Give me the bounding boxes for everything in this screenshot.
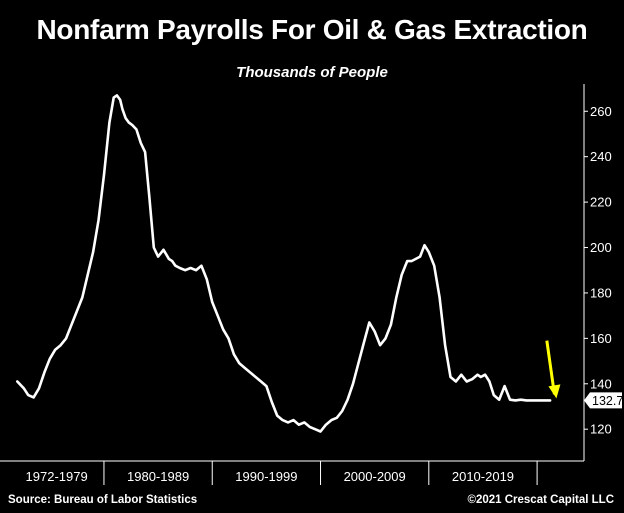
arrow-head-icon: [548, 384, 561, 399]
x-range-label: 2000-2009: [344, 469, 406, 484]
x-range-label: 1990-1999: [235, 469, 297, 484]
series-line: [16, 94, 552, 433]
y-tick-label: 160: [590, 331, 612, 346]
chart-axes: 120 140 160 180 200 220 240 260 1972-1979 1980-19…: [0, 84, 612, 485]
chart-title: Nonfarm Payrolls For Oil & Gas Extractio…: [36, 14, 588, 45]
y-tick-label: 200: [590, 240, 612, 255]
plot-area: [16, 94, 552, 433]
y-tick-label: 240: [590, 149, 612, 164]
chart-annotations: 132.7: [545, 340, 623, 409]
last-value-badge: [584, 392, 622, 409]
copyright-note: ©2021 Crescat Capital LLC: [467, 494, 614, 506]
source-note: Source: Bureau of Labor Statistics: [8, 494, 198, 506]
y-tick-label: 120: [590, 422, 612, 437]
y-tick-label: 260: [590, 104, 612, 119]
arrow-shaft: [545, 340, 556, 395]
y-tick-label: 220: [590, 195, 612, 210]
x-range-label: 1972-1979: [26, 469, 88, 484]
last-value-label: 132.7: [592, 394, 623, 408]
chart-subtitle: Thousands of People: [236, 64, 388, 81]
x-range-label: 2010-2019: [452, 469, 514, 484]
y-tick-label: 140: [590, 376, 612, 391]
y-tick-label: 180: [590, 285, 612, 300]
x-range-label: 1980-1989: [127, 469, 189, 484]
